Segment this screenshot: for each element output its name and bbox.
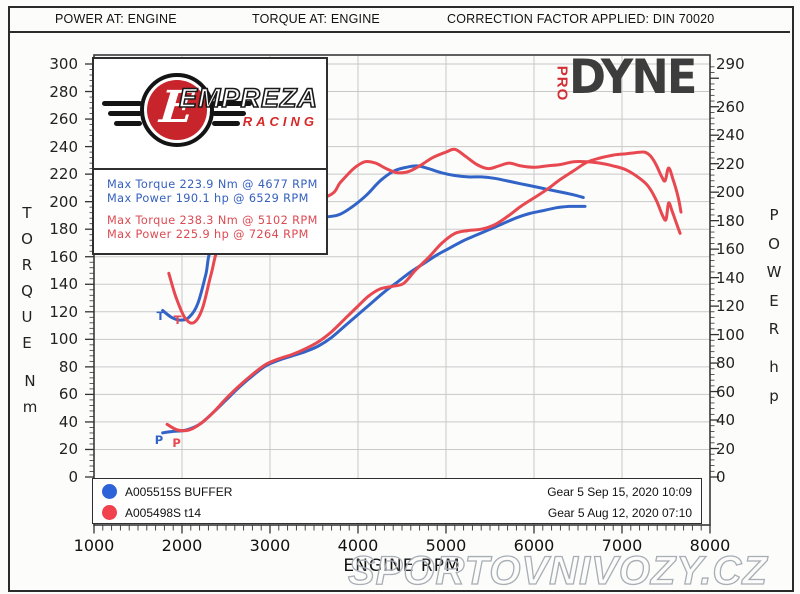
right-axis-title-letter: R <box>768 320 780 338</box>
left-axis-title-letter: U <box>21 308 33 326</box>
left-axis-unit-letter: N <box>24 372 36 390</box>
correction-factor-label: CORRECTION FACTOR APPLIED: DIN 70020 <box>447 12 715 26</box>
left-axis-title-letter: O <box>21 230 33 248</box>
red-run-label: A005498S t14 <box>125 505 202 520</box>
left-axis-tick-label: 240 <box>49 137 78 156</box>
left-axis-tick-label: 220 <box>49 165 78 184</box>
right-axis-title-letter: W <box>766 263 782 281</box>
max-torque-red: Max Torque 238.3 Nm @ 5102 RPM <box>107 214 318 227</box>
empreza-racing-text: RACING <box>242 114 318 129</box>
right-axis-tick-label: 120 <box>716 297 745 316</box>
red-run-info: Gear 5 Aug 12, 2020 07:10 <box>547 505 692 520</box>
x-axis-tick-label: 4000 <box>337 536 379 555</box>
right-axis-tick-label: 60 <box>716 382 736 401</box>
max-values-panel: Max Torque 223.9 Nm @ 4677 RPM Max Power… <box>94 170 326 242</box>
right-axis-title-letter: E <box>769 291 779 310</box>
right-axis-unit-letter: p <box>769 387 779 405</box>
info-box: E EMPREZA RACING Max Torque 223.9 Nm @ 4… <box>92 57 328 255</box>
right-axis-title-letter: O <box>768 234 780 253</box>
max-power-red: Max Power 225.9 hp @ 7264 RPM <box>107 228 309 241</box>
run-legend: A005515S BUFFER Gear 5 Sep 15, 2020 10:0… <box>92 478 702 524</box>
left-axis-tick-label: 60 <box>58 385 78 404</box>
left-axis-tick-label: 140 <box>49 275 78 294</box>
curve-start-marker: P <box>172 436 180 450</box>
speed-line-icon <box>212 111 246 116</box>
right-axis-tick-label: 0 <box>716 468 726 486</box>
left-axis-tick-label: 20 <box>58 440 78 459</box>
empreza-logo: E EMPREZA RACING <box>94 59 326 170</box>
x-axis-tick-label: 1000 <box>73 536 115 555</box>
blue-run-dot-icon <box>102 484 117 499</box>
left-axis-title-letter: E <box>22 334 32 352</box>
right-axis-tick-label: 200 <box>716 183 745 202</box>
left-axis-title-letter: R <box>21 256 33 274</box>
x-axis-title: ENGINE RPM <box>343 556 461 576</box>
power-at-label: POWER AT: ENGINE <box>55 12 177 26</box>
left-axis-tick-label: 180 <box>49 220 78 239</box>
power-curve-red <box>165 150 683 433</box>
blue-run-label: A005515S BUFFER <box>125 484 233 499</box>
max-torque-blue: Max Torque 223.9 Nm @ 4677 RPM <box>107 178 318 191</box>
speed-line-icon <box>108 111 142 116</box>
left-axis-tick-label: 280 <box>49 82 78 101</box>
empreza-brand-text: EMPREZA <box>178 83 318 113</box>
legend-row-red: A005498S t14 Gear 5 Aug 12, 2020 07:10 <box>93 501 701 524</box>
right-axis-title-letter: P <box>769 206 779 224</box>
x-axis-tick-label: 3000 <box>249 536 291 555</box>
left-axis-tick-label: 300 <box>49 55 78 73</box>
right-axis-tick-label: 180 <box>716 211 745 230</box>
speed-line-icon <box>212 121 240 126</box>
curve-start-marker: T <box>174 313 182 327</box>
x-axis-tick-label: 5000 <box>425 536 467 555</box>
right-axis-tick-label: 20 <box>716 439 736 458</box>
left-axis-tick-label: 80 <box>58 357 78 376</box>
right-axis-tick-label: 80 <box>716 354 736 373</box>
x-axis-tick-label: 7000 <box>601 536 643 555</box>
curve-start-marker: P <box>155 433 163 447</box>
left-axis-tick-label: 260 <box>49 110 78 129</box>
right-axis-tick-label: 40 <box>716 411 736 430</box>
right-axis-tick-label: 290 <box>716 55 745 73</box>
legend-row-blue: A005515S BUFFER Gear 5 Sep 15, 2020 10:0… <box>93 480 701 503</box>
x-axis-tick-label: 2000 <box>161 536 203 555</box>
left-axis-tick-label: 160 <box>49 247 78 266</box>
speed-line-icon <box>212 101 252 106</box>
speed-line-icon <box>114 121 142 126</box>
right-axis-tick-label: 140 <box>716 268 745 287</box>
blue-run-info: Gear 5 Sep 15, 2020 10:09 <box>547 484 692 499</box>
report-header: POWER AT: ENGINE TORQUE AT: ENGINE CORRE… <box>8 6 790 33</box>
right-axis-unit-letter: h <box>769 358 779 376</box>
prodyne-dyne-text: DYNE <box>569 50 697 105</box>
right-axis-tick-label: 100 <box>716 325 745 344</box>
left-axis-title-letter: Q <box>21 282 33 300</box>
right-axis-tick-label: 240 <box>716 126 745 145</box>
right-axis-tick-label: 260 <box>716 97 745 116</box>
left-axis-tick-label: 120 <box>49 302 78 321</box>
left-axis-tick-label: 200 <box>49 192 78 211</box>
left-axis-tick-label: 100 <box>49 330 78 349</box>
torque-at-label: TORQUE AT: ENGINE <box>252 12 380 26</box>
left-axis-title-letter: T <box>22 204 32 222</box>
empreza-emblem-icon: E <box>140 73 214 147</box>
left-axis-unit-letter: m <box>22 398 38 416</box>
red-run-dot-icon <box>102 505 117 520</box>
right-axis-tick-label: 160 <box>716 240 745 259</box>
x-axis-tick-label: 6000 <box>513 536 555 555</box>
max-power-blue: Max Power 190.1 hp @ 6529 RPM <box>107 192 309 205</box>
curve-start-marker: T <box>156 309 164 323</box>
x-axis-tick-label: 8000 <box>689 536 731 555</box>
prodyne-logo: PRO DYNE <box>552 50 712 110</box>
right-axis-tick-label: 220 <box>716 154 745 173</box>
speed-line-icon <box>102 101 142 106</box>
prodyne-pro-text: PRO <box>553 65 571 102</box>
left-axis-tick-label: 0 <box>68 468 78 486</box>
left-axis-tick-label: 40 <box>58 412 78 431</box>
